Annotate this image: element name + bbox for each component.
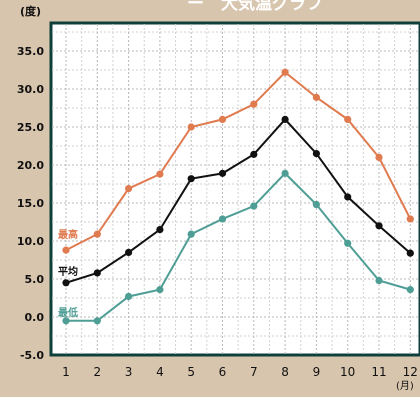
data-point bbox=[125, 248, 133, 256]
data-point bbox=[156, 286, 164, 294]
data-point bbox=[250, 202, 258, 210]
y-tick-label: 30.0 bbox=[17, 83, 44, 96]
y-tick-label: 15.0 bbox=[17, 197, 44, 210]
y-tick-label: 10.0 bbox=[17, 235, 44, 248]
data-point bbox=[344, 193, 352, 201]
series-label: 最低 bbox=[58, 306, 78, 319]
data-point bbox=[312, 150, 320, 158]
data-point bbox=[218, 169, 227, 177]
data-point bbox=[93, 269, 101, 277]
data-point bbox=[312, 200, 320, 209]
data-point bbox=[218, 215, 227, 223]
data-point bbox=[375, 222, 383, 230]
x-tick-label: 4 bbox=[156, 365, 164, 379]
data-point bbox=[250, 150, 258, 158]
data-point bbox=[281, 115, 289, 123]
data-point bbox=[125, 292, 133, 301]
x-tick-label: 10 bbox=[340, 365, 355, 379]
x-tick-label: 12 bbox=[403, 365, 418, 379]
data-point bbox=[375, 153, 383, 161]
data-point bbox=[344, 115, 352, 123]
data-point bbox=[406, 215, 414, 223]
data-point bbox=[156, 226, 164, 234]
series-line bbox=[65, 70, 412, 252]
data-point bbox=[281, 169, 289, 177]
data-point bbox=[187, 175, 195, 183]
x-tick-labels: 1 2 3 4 5 6 7 8 9 10 11 12 bbox=[62, 365, 418, 379]
data-point bbox=[312, 93, 320, 101]
x-tick-label: 9 bbox=[313, 365, 321, 379]
x-tick-label: 7 bbox=[250, 365, 258, 379]
data-point bbox=[187, 123, 195, 131]
x-tick-label: 6 bbox=[219, 365, 227, 379]
series-label: 最高 bbox=[58, 228, 78, 241]
data-point bbox=[93, 230, 101, 238]
data-point bbox=[62, 317, 70, 325]
x-tick-label: 2 bbox=[93, 365, 101, 379]
data-point bbox=[281, 68, 289, 76]
data-point bbox=[406, 286, 414, 294]
x-tick-label: 1 bbox=[62, 365, 70, 379]
data-point bbox=[375, 276, 383, 285]
x-axis-unit-label: (月) bbox=[396, 380, 414, 392]
data-point bbox=[344, 239, 352, 247]
y-tick-label: 0.0 bbox=[25, 311, 45, 324]
data-point bbox=[406, 249, 414, 257]
x-tick-label: 3 bbox=[125, 365, 133, 379]
y-axis-unit-label: (度) bbox=[20, 4, 41, 18]
y-tick-label: 35.0 bbox=[17, 45, 44, 58]
y-tick-label: 20.0 bbox=[17, 159, 44, 172]
x-tick-label: 8 bbox=[281, 365, 289, 379]
x-tick-label: 11 bbox=[371, 365, 386, 379]
chart-title-fragment: ー 大気温グラフ bbox=[187, 0, 323, 14]
series-label: 平均 bbox=[58, 265, 78, 278]
data-point bbox=[125, 184, 133, 193]
series-line bbox=[66, 171, 411, 322]
y-tick-label: -5.0 bbox=[20, 349, 44, 362]
data-point bbox=[156, 170, 164, 178]
data-point bbox=[93, 317, 101, 325]
plot-area bbox=[49, 21, 420, 357]
y-tick-label: 25.0 bbox=[17, 121, 44, 134]
series-layer bbox=[62, 68, 414, 325]
data-point bbox=[187, 230, 195, 238]
data-point bbox=[62, 279, 70, 287]
y-tick-label: 5.0 bbox=[25, 273, 45, 286]
data-point bbox=[250, 100, 258, 108]
data-point bbox=[62, 246, 70, 254]
series-line bbox=[65, 117, 411, 284]
x-tick-label: 5 bbox=[187, 365, 195, 379]
y-tick-labels: -5.0 0.0 5.0 10.0 15.0 20.0 25.0 30.0 35.0 bbox=[17, 45, 44, 362]
data-point bbox=[218, 115, 227, 123]
